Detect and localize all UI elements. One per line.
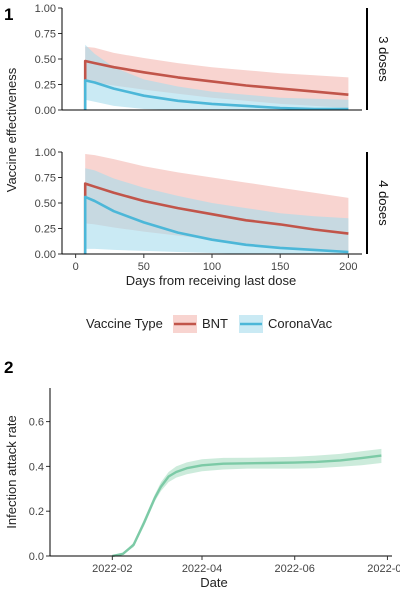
y-tick-label: 0.0 bbox=[29, 551, 44, 563]
attack-rate-ci-band bbox=[112, 448, 382, 556]
legend-title: Vaccine Type bbox=[86, 316, 163, 331]
legend-key-coronavac bbox=[239, 315, 263, 333]
series-line-bnt bbox=[83, 59, 349, 110]
x-tick-label: 200 bbox=[339, 261, 357, 273]
y-tick-label: 0.2 bbox=[29, 506, 44, 518]
panel-2-plot: 0.0 0.2 0.4 0.6 2022-02 2022-04 2022-06 2022-08 bbox=[29, 388, 400, 575]
x-tick-label: 2022-08 bbox=[367, 563, 400, 575]
y-tick-label: 0.25 bbox=[35, 224, 56, 236]
legend: Vaccine Type BNT CoronaVac bbox=[86, 315, 333, 333]
x-tick-label: 0 bbox=[73, 261, 79, 273]
y-tick-label: 1.00 bbox=[35, 147, 56, 159]
ci-band-coronavac bbox=[85, 44, 349, 111]
legend-key-bnt bbox=[173, 315, 197, 333]
y-tick-label: 0.6 bbox=[29, 417, 44, 429]
panel1-y-axis-label: Vaccine effectiveness bbox=[4, 67, 19, 192]
legend-label-coronavac: CoronaVac bbox=[268, 316, 333, 331]
y-tick-label: 1.00 bbox=[35, 3, 56, 15]
facet-strip-label: 4 doses bbox=[376, 180, 391, 226]
y-tick-label: 0.25 bbox=[35, 80, 56, 92]
y-tick-label: 0.4 bbox=[29, 461, 44, 473]
y-tick-label: 0.00 bbox=[35, 249, 56, 261]
series-line-coronavac bbox=[83, 79, 349, 111]
ci-band-coronavac bbox=[85, 168, 349, 254]
series-line-bnt bbox=[83, 182, 349, 254]
y-tick-label: 0.50 bbox=[35, 54, 56, 66]
x-tick-label: 150 bbox=[271, 261, 289, 273]
series-line-coronavac bbox=[83, 195, 349, 254]
panel2-x-axis-label: Date bbox=[200, 575, 227, 590]
y-tick-label: 0.50 bbox=[35, 198, 56, 210]
panel1-x-axis-label: Days from receiving last dose bbox=[126, 273, 297, 288]
facet-strip-label: 3 doses bbox=[376, 36, 391, 82]
facet-3-doses: 0.00 0.25 0.50 0.75 1.00 3 doses bbox=[35, 3, 391, 117]
x-tick-label: 2022-04 bbox=[182, 563, 222, 575]
y-tick-label: 0.75 bbox=[35, 29, 56, 41]
x-tick-label: 100 bbox=[203, 261, 221, 273]
x-tick-label: 50 bbox=[138, 261, 150, 273]
legend-label-bnt: BNT bbox=[202, 316, 228, 331]
panel2-y-axis-label: Infection attack rate bbox=[4, 415, 19, 528]
x-tick-label: 2022-02 bbox=[92, 563, 132, 575]
x-tick-label: 2022-06 bbox=[275, 563, 315, 575]
panel-label-1: 1 bbox=[4, 5, 13, 24]
ci-band-bnt bbox=[85, 46, 349, 110]
y-tick-label: 0.75 bbox=[35, 173, 56, 185]
facet-4-doses: 0.00 0.25 0.50 0.75 1.00 0 50 100 150 200 4 doses bbox=[35, 147, 391, 273]
attack-rate-line bbox=[112, 454, 382, 558]
panel-label-2: 2 bbox=[4, 358, 13, 377]
y-tick-label: 0.00 bbox=[35, 105, 56, 117]
